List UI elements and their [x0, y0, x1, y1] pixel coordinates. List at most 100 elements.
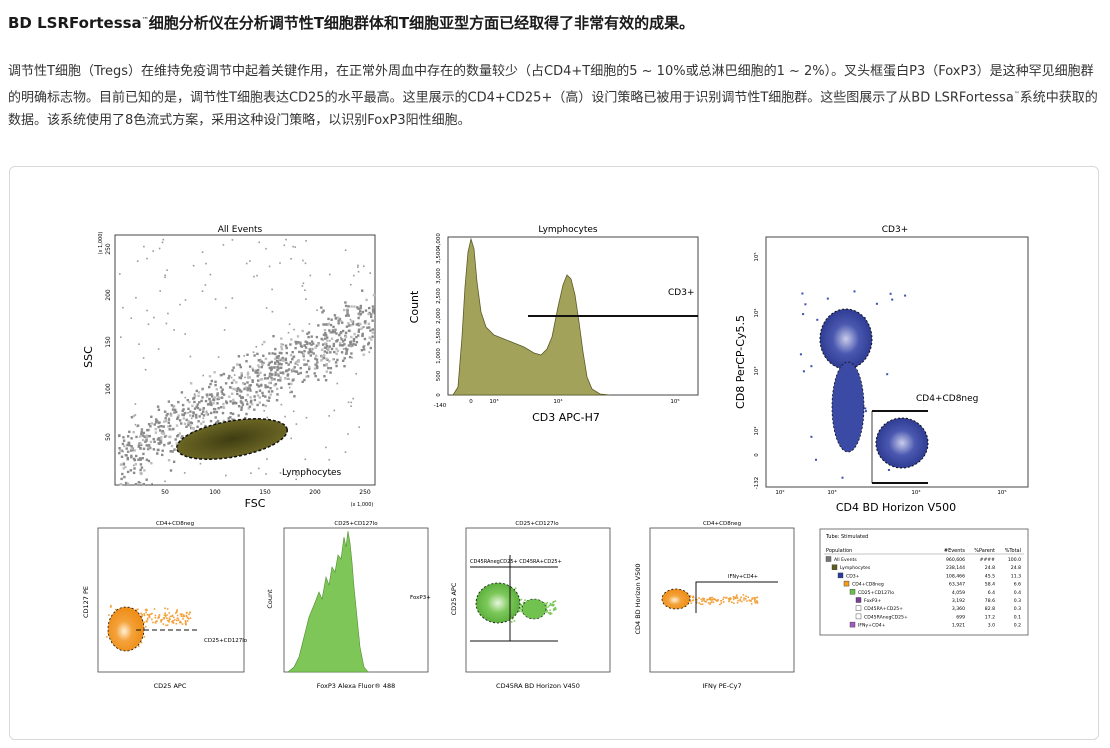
event-dot: [153, 608, 156, 610]
event-dot: [276, 360, 280, 363]
event-dot: [344, 301, 347, 304]
event-dot: [256, 371, 259, 375]
event-dot: [148, 614, 151, 616]
event-dot: [146, 447, 150, 451]
event-dot: [188, 400, 191, 404]
plot7-gate-label: IFNγ+CD4+: [728, 574, 758, 580]
event-dot: [347, 305, 350, 308]
event-dot: [853, 290, 856, 293]
event-dot: [193, 400, 196, 404]
plot6-gate-label: CD45RAnegCD25+ CD45RA+CD25+: [470, 559, 562, 565]
event-dot: [296, 474, 298, 477]
event-dot: [122, 306, 124, 309]
event-dot: [256, 352, 259, 356]
event-dot: [336, 382, 339, 385]
event-dot: [141, 615, 143, 618]
event-dot: [214, 383, 217, 387]
event-dot: [799, 353, 802, 356]
table-row-parent: ####: [980, 557, 996, 563]
event-dot: [215, 421, 218, 425]
event-dot: [277, 364, 280, 367]
event-dot: [333, 350, 336, 354]
event-dot: [353, 332, 356, 336]
event-dot: [163, 617, 165, 620]
event-dot: [168, 619, 170, 622]
event-dot: [142, 431, 146, 435]
event-dot: [154, 616, 157, 619]
event-dot: [712, 598, 714, 601]
event-dot: [309, 354, 312, 357]
event-dot: [363, 326, 365, 328]
event-dot: [253, 354, 256, 357]
event-dot: [267, 390, 271, 393]
table-header-parent: %Parent: [974, 548, 995, 554]
event-dot: [181, 403, 185, 407]
event-dot: [284, 377, 287, 380]
event-dot: [367, 322, 371, 325]
event-dot: [145, 478, 148, 481]
event-dot: [886, 373, 889, 376]
event-dot: [140, 428, 144, 431]
event-dot: [294, 346, 297, 350]
event-dot: [277, 379, 280, 382]
event-dot: [700, 598, 702, 601]
event-dot: [263, 373, 266, 377]
event-dot: [183, 472, 186, 474]
event-dot: [287, 331, 290, 334]
event-dot: [215, 410, 219, 414]
event-dot: [139, 458, 142, 461]
event-dot: [248, 387, 251, 390]
event-dot: [231, 369, 234, 372]
event-dot: [701, 603, 704, 606]
event-dot: [370, 313, 373, 316]
event-dot: [265, 473, 267, 475]
event-dot: [291, 379, 294, 382]
event-dot: [545, 608, 548, 611]
event-dot: [251, 367, 254, 370]
event-dot: [728, 600, 730, 603]
event-dot: [270, 369, 273, 372]
event-dot: [315, 358, 319, 361]
event-dot: [186, 612, 188, 614]
event-dot: [182, 417, 185, 420]
event-dot: [328, 415, 330, 417]
event-dot: [297, 360, 300, 363]
event-dot: [248, 376, 251, 379]
event-dot: [220, 390, 223, 393]
event-dot: [156, 405, 160, 408]
event-dot: [317, 324, 320, 327]
event-dot: [303, 349, 306, 353]
event-dot: [127, 435, 130, 438]
event-dot: [317, 378, 320, 381]
table-row-events: 3,360: [952, 606, 965, 612]
event-dot: [169, 450, 173, 453]
plot1-xtick: 150: [259, 489, 271, 496]
event-dot: [161, 432, 164, 435]
event-dot: [145, 444, 148, 447]
plot1-xtick: 50: [161, 489, 169, 496]
event-dot: [307, 468, 310, 471]
event-dot: [172, 427, 175, 431]
event-dot: [168, 417, 170, 420]
event-dot: [155, 620, 157, 623]
event-dot: [284, 415, 286, 418]
event-dot: [305, 370, 309, 374]
event-dot: [322, 309, 325, 312]
event-dot: [551, 603, 554, 605]
event-dot: [371, 305, 375, 308]
event-dot: [190, 421, 194, 425]
event-dot: [130, 447, 133, 450]
event-dot: [280, 343, 283, 346]
event-dot: [276, 387, 279, 390]
event-dot: [324, 333, 327, 336]
event-dot: [173, 411, 176, 414]
table-row-total: 0.3: [1014, 606, 1021, 612]
plot1-xlabel: FSC: [245, 497, 266, 510]
event-dot: [170, 444, 174, 448]
event-dot: [146, 613, 149, 616]
table-row-parent: 17.2: [985, 614, 995, 620]
event-dot: [343, 338, 346, 341]
event-dot: [200, 412, 204, 416]
event-dot: [201, 290, 204, 292]
event-dot: [295, 471, 298, 474]
